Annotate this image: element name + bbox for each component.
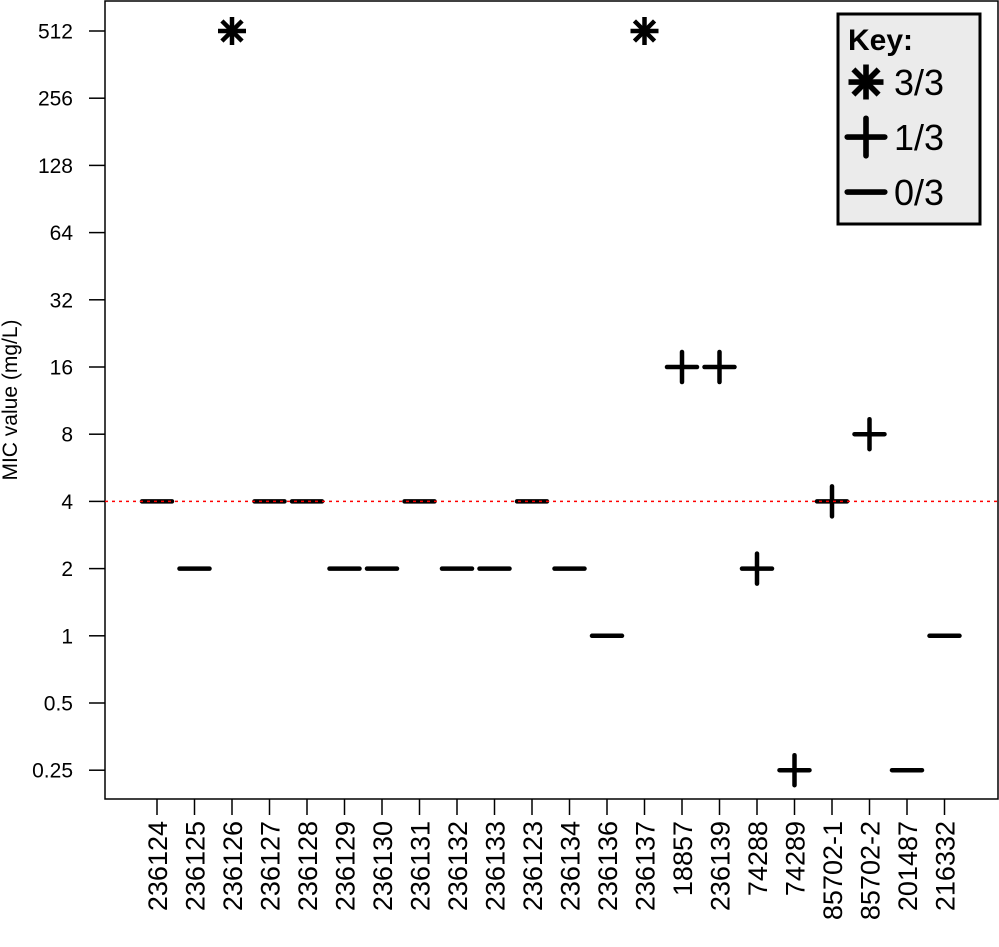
legend-entry-label: 3/3 — [894, 62, 944, 103]
legend-entry: 0/3 — [844, 172, 944, 213]
x-tick-label: 85702-2 — [856, 821, 886, 920]
x-tick-label: 236125 — [181, 821, 211, 911]
y-tick-label: 1 — [61, 625, 73, 648]
x-tick-label: 201487 — [893, 821, 923, 911]
x-tick-label: 216332 — [931, 821, 961, 911]
x-tick-label: 236133 — [481, 821, 511, 911]
x-tick-label: 236139 — [706, 821, 736, 911]
x-tick-label: 236126 — [218, 821, 248, 911]
asterisk-marker-icon — [630, 17, 659, 45]
legend-entry: 3/3 — [848, 62, 944, 103]
legend-entry-label: 0/3 — [894, 172, 944, 213]
x-tick-label: 74288 — [743, 821, 773, 896]
x-tick-label: 236132 — [443, 821, 473, 911]
plus-marker-icon — [702, 349, 737, 385]
x-tick-label: 236131 — [406, 821, 436, 911]
y-tick-label: 16 — [50, 357, 73, 380]
y-axis: 512 256 128 64 32 16 8 4 2 1 0.5 0.25 — [32, 21, 105, 783]
legend-box — [836, 12, 982, 226]
x-tick-label: 236129 — [331, 821, 361, 911]
y-tick-label: 0.25 — [32, 760, 73, 783]
plus-marker-icon — [739, 551, 775, 586]
x-axis: 236124 236125 236126 236127 236128 236129 2361… — [143, 799, 961, 920]
legend-title: Key: — [848, 24, 913, 57]
y-tick-label: 32 — [50, 289, 73, 312]
y-tick-label: 0.5 — [44, 693, 73, 716]
x-tick-label: 85702-1 — [818, 821, 848, 920]
x-tick-label: 236127 — [256, 821, 286, 911]
x-tick-label: 236136 — [593, 821, 623, 911]
x-tick-label: 236130 — [368, 821, 398, 911]
y-tick-label: 256 — [38, 88, 73, 111]
y-tick-label: 64 — [50, 222, 74, 245]
plus-marker-icon — [852, 416, 887, 452]
plus-marker-icon — [777, 752, 812, 788]
legend-entry: 1/3 — [844, 115, 944, 159]
x-tick-label: 74289 — [781, 821, 811, 896]
x-tick-label: 236123 — [518, 821, 548, 911]
plus-marker-icon — [664, 349, 700, 385]
legend: Key: 3/3 1/3 0/3 — [836, 12, 982, 226]
x-tick-label: 236134 — [556, 821, 586, 911]
x-tick-label: 236128 — [293, 821, 323, 911]
y-tick-label: 8 — [61, 424, 73, 447]
asterisk-marker-icon — [218, 17, 246, 45]
y-axis-title: MIC value (mg/L) — [0, 319, 22, 480]
legend-entry-label: 1/3 — [894, 117, 944, 158]
plus-marker-icon — [844, 115, 888, 159]
y-tick-label: 2 — [61, 558, 73, 581]
asterisk-marker-icon — [848, 64, 884, 100]
x-tick-label: 236124 — [143, 821, 173, 911]
y-tick-label: 4 — [61, 491, 73, 514]
x-tick-label: 236137 — [631, 821, 661, 911]
y-tick-label: 512 — [38, 21, 73, 44]
plot-frame — [104, 0, 999, 800]
x-tick-label: 18857 — [668, 821, 698, 896]
y-tick-label: 128 — [38, 155, 73, 178]
